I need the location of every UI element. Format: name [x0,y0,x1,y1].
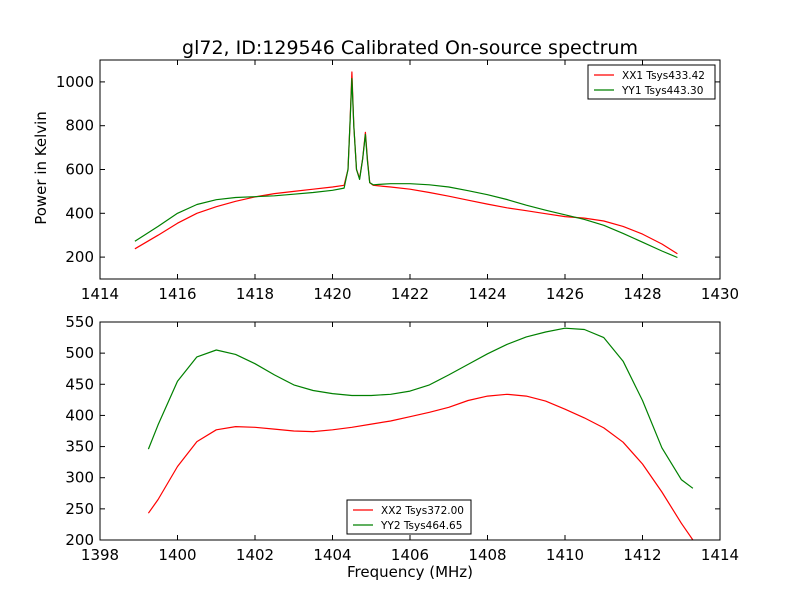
x-tick-label: 1420 [313,285,351,303]
chart-title: gl72, ID:129546 Calibrated On-source spe… [182,37,638,59]
y-tick-label: 550 [65,313,94,331]
y-tick-label: 800 [65,117,94,135]
y-tick-label: 1000 [56,73,94,91]
y-tick-label: 450 [65,375,94,393]
x-tick-label: 1426 [546,285,584,303]
x-tick-label: 1406 [391,546,429,564]
x-tick-label: 1424 [468,285,506,303]
x-tick-label: 1400 [158,546,196,564]
x-tick-label: 1408 [468,546,506,564]
x-tick-label: 1410 [546,546,584,564]
y-tick-label: 400 [65,406,94,424]
y-tick-label: 600 [65,161,94,179]
x-tick-label: 1416 [158,285,196,303]
x-tick-label: 1414 [81,285,119,303]
legend: XX2 Tsys372.00 YY2 Tsys464.65 [346,499,472,535]
x-tick-label: 1402 [236,546,274,564]
x-tick-label: 1404 [313,546,351,564]
x-tick-label: 1414 [701,546,739,564]
y-tick-label: 200 [65,531,94,549]
y-tick-label: 400 [65,204,94,222]
legend-label: YY1 Tsys443.30 [621,85,703,97]
top-series-yy-line [134,77,678,259]
bottom-x-axis-label: Frequency (MHz) [347,563,473,581]
x-tick-label: 1412 [623,546,661,564]
x-tick-label: 1418 [236,285,274,303]
top-plot: Power in Kelvin 1414 1416 1418 1420 1422 1424… [32,59,739,303]
y-tick-label: 350 [65,438,94,456]
x-tick-label: 1398 [81,546,119,564]
y-tick-label: 200 [65,248,94,266]
bottom-series-xx-line [147,393,694,540]
bottom-plot: Frequency (MHz) 1398 1400 1402 1404 1406 1408… [65,313,739,581]
top-y-axis-label: Power in Kelvin [32,111,50,225]
legend-label: XX2 Tsys372.00 [381,505,464,517]
x-tick-label: 1430 [701,285,739,303]
legend-box [587,64,716,100]
legend-label: XX1 Tsys433.42 [622,70,705,82]
y-tick-label: 500 [65,344,94,362]
x-tick-label: 1422 [391,285,429,303]
bottom-series-yy-line [147,327,694,489]
legend: XX1 Tsys433.42 YY1 Tsys443.30 [587,64,716,100]
legend-label: YY2 Tsys464.65 [380,520,462,532]
x-tick-label: 1428 [623,285,661,303]
y-tick-label: 300 [65,469,94,487]
y-tick-label: 250 [65,500,94,518]
legend-box [346,499,472,535]
